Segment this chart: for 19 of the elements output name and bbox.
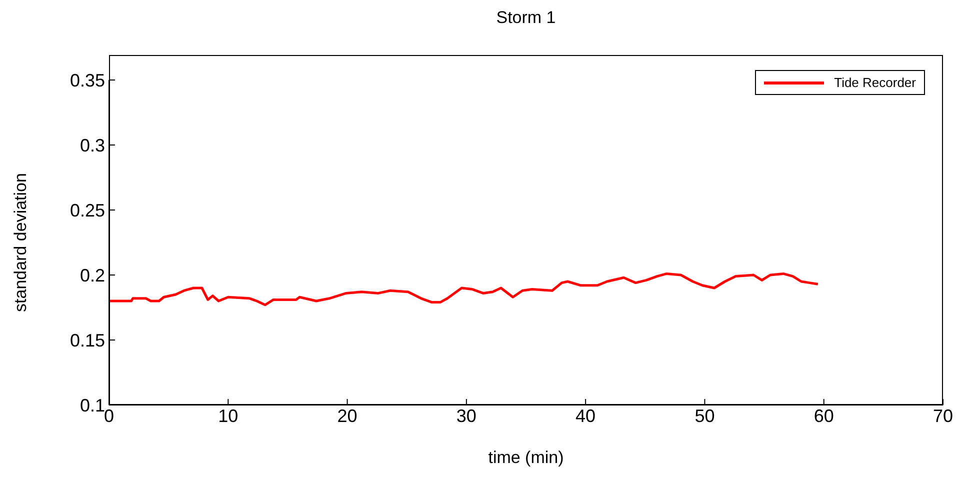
- legend-label: Tide Recorder: [834, 75, 916, 90]
- x-tick-label: 40: [576, 406, 596, 426]
- y-axis-title: standard deviation: [11, 173, 30, 312]
- x-tick-label: 50: [694, 406, 715, 426]
- x-tick-label: 0: [104, 406, 114, 426]
- y-tick-label: 0.15: [70, 330, 105, 350]
- y-tick-label: 0.25: [70, 200, 105, 220]
- y-tick-label: 0.35: [70, 70, 105, 90]
- y-tick-label: 0.1: [80, 395, 105, 416]
- chart-title: Storm 1: [495, 8, 557, 28]
- x-tick-label: 30: [456, 406, 476, 426]
- x-tick-label: 20: [337, 406, 358, 426]
- y-tick-label: 0.2: [80, 265, 105, 286]
- x-tick-label: 10: [218, 406, 238, 426]
- line-series: [109, 272, 820, 306]
- y-tick-label: 0.3: [80, 135, 105, 156]
- x-tick-label: 70: [932, 406, 954, 426]
- x-axis-title: time (min): [488, 448, 564, 467]
- x-tick-label: 60: [814, 406, 834, 426]
